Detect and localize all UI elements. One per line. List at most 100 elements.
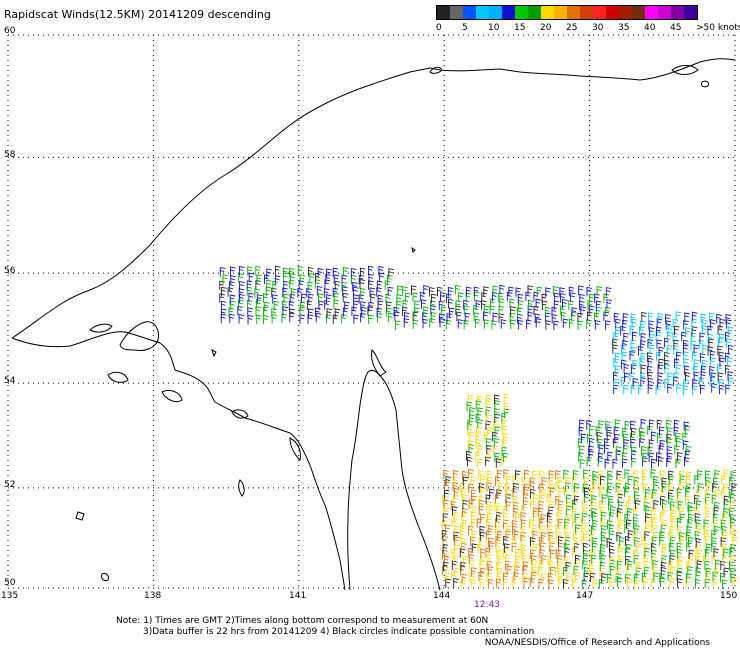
wind-barb	[669, 525, 676, 536]
wind-barb	[686, 525, 693, 536]
wind-barb	[521, 506, 527, 516]
wind-barb	[677, 500, 684, 511]
wind-barb	[684, 456, 690, 467]
wind-barb	[494, 452, 500, 463]
wind-barb	[496, 549, 503, 559]
wind-barb	[368, 265, 374, 276]
wind-barb	[614, 419, 621, 429]
wind-barb	[666, 426, 673, 437]
wind-barb	[589, 487, 596, 498]
wind-barb	[548, 579, 555, 589]
wind-barb	[617, 577, 623, 588]
wind-barb	[630, 313, 637, 323]
wind-barb	[503, 393, 510, 404]
wind-barb	[360, 312, 366, 323]
wind-barb	[477, 418, 483, 429]
wind-barb	[719, 384, 725, 395]
wind-barb	[384, 280, 391, 290]
wind-barb	[652, 531, 659, 542]
wind-barb	[229, 294, 236, 305]
wind-barb	[727, 371, 734, 381]
wind-barb	[444, 481, 450, 491]
small-island	[701, 80, 709, 88]
wind-barb	[445, 476, 452, 486]
wind-barb	[597, 438, 604, 449]
wind-barb	[693, 506, 700, 517]
wind-barb	[282, 287, 288, 298]
wind-barb	[644, 566, 650, 577]
wind-barb	[655, 385, 662, 395]
wind-barb	[461, 519, 468, 530]
wind-barb	[668, 542, 675, 553]
wind-barb	[511, 520, 518, 530]
wind-barb	[677, 556, 684, 566]
wind-barb	[668, 495, 674, 505]
wind-barb	[707, 346, 714, 356]
wind-barb	[478, 499, 485, 510]
wind-barb	[342, 286, 348, 296]
wind-barb	[458, 292, 464, 302]
wind-barb	[614, 433, 620, 444]
wind-barb	[317, 267, 324, 278]
wind-barb	[715, 559, 721, 570]
wind-barb	[563, 524, 570, 535]
wind-barb	[703, 554, 709, 565]
wind-barb	[668, 470, 674, 481]
wind-barb	[651, 536, 658, 546]
wind-barb	[609, 559, 616, 570]
wind-barb	[723, 567, 730, 577]
wind-barb	[625, 573, 631, 584]
wind-barb	[578, 285, 584, 295]
small-island	[211, 349, 217, 358]
wind-barb	[496, 505, 502, 516]
wind-barb	[532, 543, 539, 553]
wind-barb	[578, 426, 585, 437]
wind-barb	[445, 578, 451, 588]
wind-barb	[673, 339, 679, 350]
wind-barb	[650, 431, 657, 442]
wind-barb	[676, 437, 682, 448]
wind-barb	[468, 525, 474, 536]
wind-barb	[574, 483, 580, 493]
wind-barb	[385, 293, 392, 304]
legend-label: 10	[488, 23, 500, 33]
wind-barb	[515, 548, 521, 559]
wind-barb	[682, 339, 689, 350]
wind-barb	[589, 572, 596, 583]
wind-barb	[695, 519, 702, 529]
wind-barb	[637, 346, 644, 356]
wind-barb	[299, 301, 306, 312]
wind-barb	[620, 344, 627, 355]
wind-barb	[539, 524, 545, 535]
wind-barb	[495, 518, 501, 528]
wind-barb	[505, 525, 512, 535]
wind-barb	[633, 513, 639, 524]
wind-barb	[386, 307, 392, 318]
legend-swatch	[684, 6, 697, 19]
wind-barb	[630, 384, 637, 395]
wind-barb	[710, 357, 716, 367]
wind-barb	[487, 426, 493, 437]
wind-barb	[581, 579, 588, 590]
wind-barb	[627, 507, 633, 518]
wind-barb	[683, 379, 689, 389]
wind-barb	[624, 469, 630, 479]
wind-barb	[461, 537, 467, 548]
wind-barb	[532, 507, 539, 517]
wind-barb	[682, 385, 689, 395]
lon-label: 141	[289, 591, 307, 601]
wind-barb	[580, 433, 587, 443]
wind-barb	[613, 426, 620, 436]
wind-barb	[592, 519, 598, 530]
wind-barb	[649, 333, 655, 344]
wind-barb	[725, 384, 731, 394]
wind-barb	[711, 494, 718, 505]
wind-barb	[497, 555, 504, 565]
wind-barb	[694, 555, 701, 565]
wind-barb	[721, 525, 728, 536]
wind-barb	[440, 306, 447, 316]
wind-barb	[534, 313, 541, 323]
wind-barb	[301, 293, 307, 304]
wind-barb	[230, 275, 236, 285]
wind-barb	[700, 365, 707, 375]
